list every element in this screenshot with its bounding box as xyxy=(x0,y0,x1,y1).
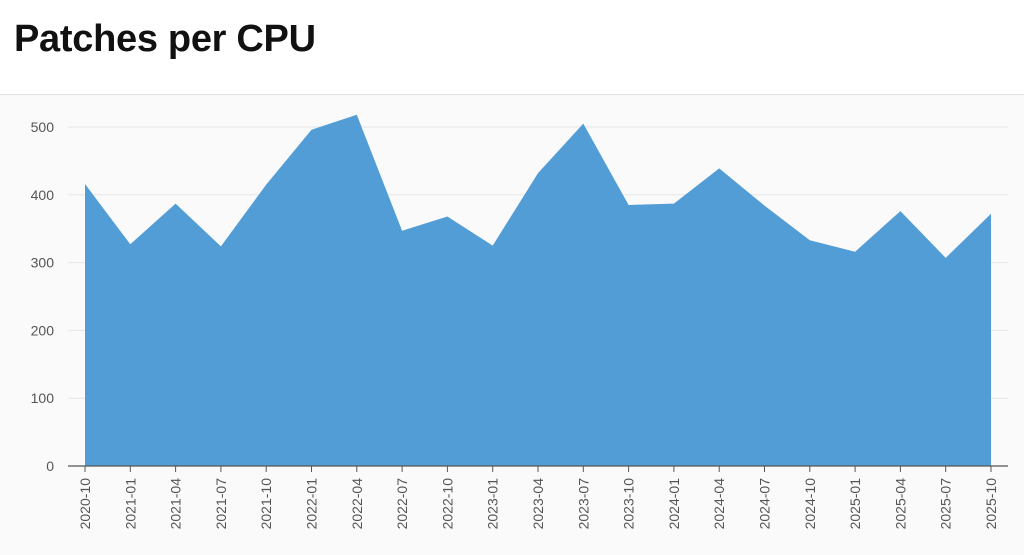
y-tick-label: 500 xyxy=(31,119,55,135)
x-tick-label: 2024-01 xyxy=(666,478,682,530)
x-tick-labels: 2020-10 2021-01 2021-04 2021-07 2021-10 2022-… xyxy=(77,478,999,530)
x-tick-label: 2024-07 xyxy=(757,478,773,530)
x-tick-label: 2022-07 xyxy=(394,478,410,530)
y-tick-label: 300 xyxy=(31,255,55,271)
chart-panel: 0 100 200 300 400 500 2020-10 2021-01 2021-04 20… xyxy=(0,95,1024,555)
x-tick-label: 2020-10 xyxy=(77,478,93,530)
x-tick-label: 2021-04 xyxy=(168,478,184,530)
x-tick-label: 2021-07 xyxy=(213,478,229,530)
title-divider xyxy=(0,94,1024,95)
x-tick-label: 2022-01 xyxy=(304,478,320,530)
x-tick-label: 2024-04 xyxy=(711,478,727,530)
x-tick-label: 2022-10 xyxy=(439,478,455,530)
x-tick-label: 2025-01 xyxy=(847,478,863,530)
x-tick-label: 2023-10 xyxy=(621,478,637,530)
x-tick-label: 2025-10 xyxy=(983,478,999,530)
x-tick-label: 2025-07 xyxy=(938,478,954,530)
x-tick-label: 2024-10 xyxy=(802,478,818,530)
y-tick-label: 400 xyxy=(31,187,55,203)
x-tick-label: 2023-01 xyxy=(485,478,501,530)
y-tick-label: 200 xyxy=(31,322,55,338)
x-tick-label: 2021-01 xyxy=(122,478,138,530)
area-series xyxy=(85,114,991,467)
area-layer xyxy=(84,114,992,467)
y-tick-labels: 0 100 200 300 400 500 xyxy=(31,119,55,474)
x-tick-label: 2023-07 xyxy=(575,478,591,530)
y-tick-label: 100 xyxy=(31,390,55,406)
axis-layer xyxy=(68,465,1008,472)
x-tick-label: 2022-04 xyxy=(349,478,365,530)
x-tick-label: 2023-04 xyxy=(530,478,546,530)
x-tick-label: 2021-10 xyxy=(258,478,274,530)
page-title: Patches per CPU xyxy=(14,18,316,60)
x-tick-label: 2025-04 xyxy=(892,478,908,530)
y-tick-label: 0 xyxy=(46,458,54,474)
